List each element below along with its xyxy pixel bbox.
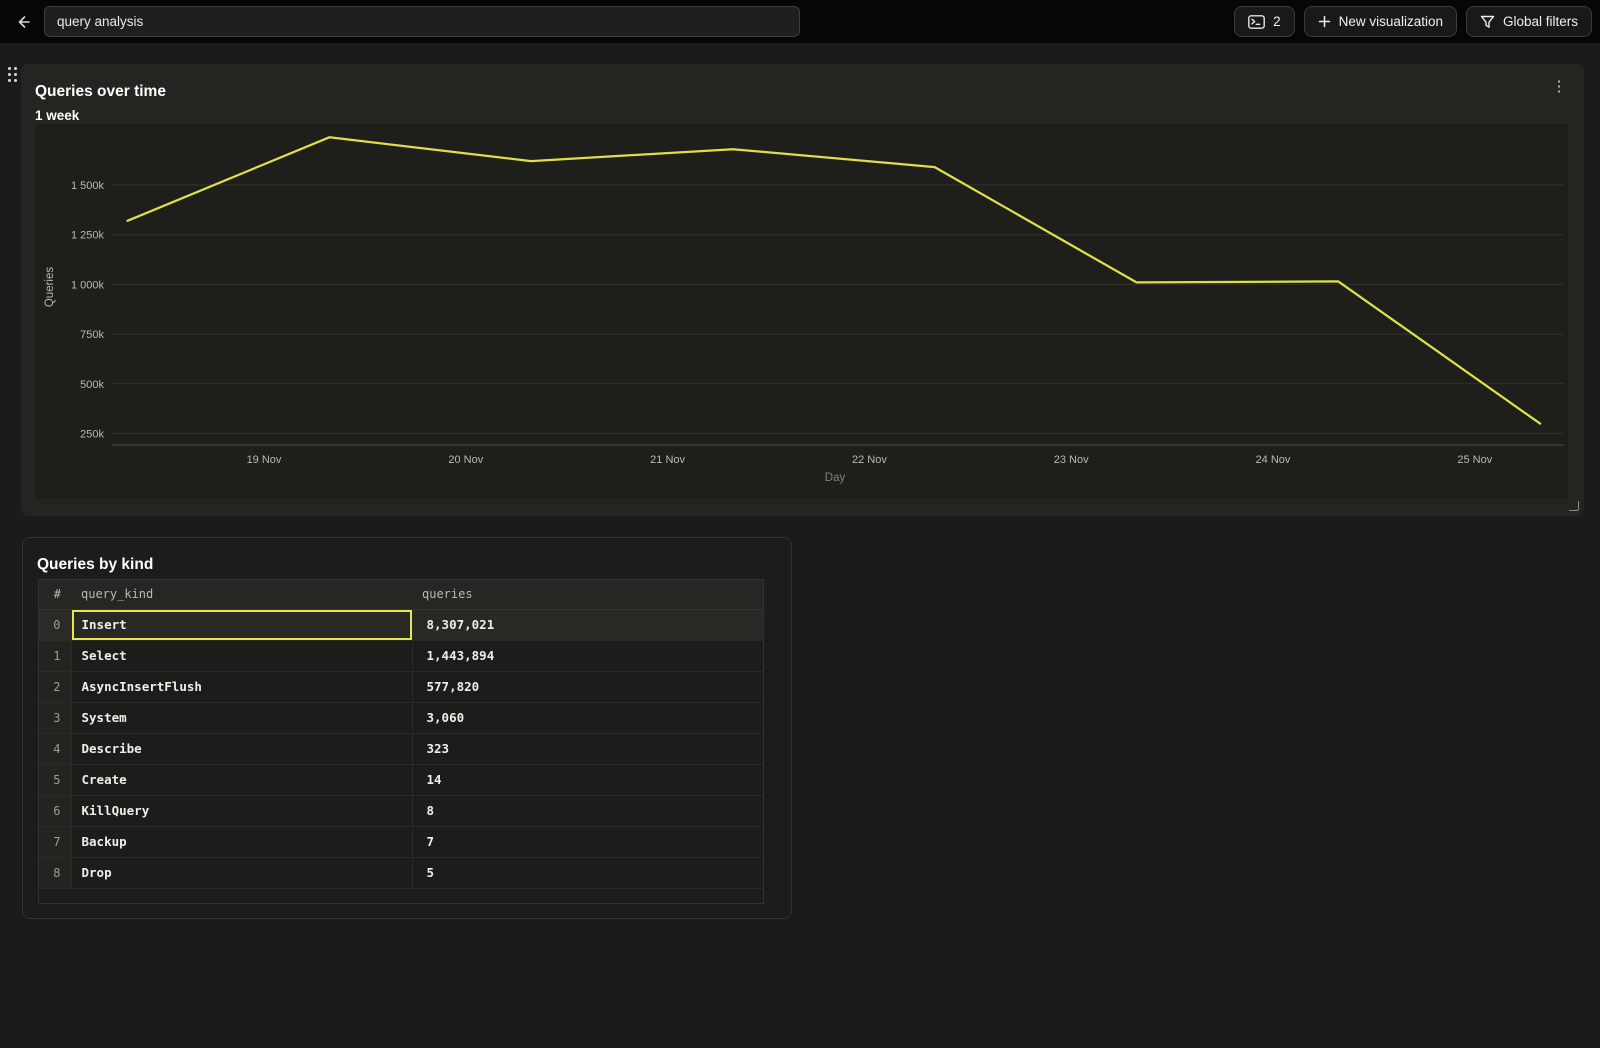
x-tick-label: 21 Nov — [650, 454, 685, 466]
panel-resize-handle[interactable] — [1569, 501, 1579, 511]
row-index-cell[interactable]: 6 — [39, 795, 72, 827]
x-tick-label: 19 Nov — [247, 454, 282, 466]
query-kind-cell[interactable]: Insert — [71, 609, 413, 641]
console-tabs-button[interactable]: 2 — [1234, 6, 1295, 37]
table-row: 6 KillQuery 8 — [39, 795, 763, 827]
y-tick-label: 250k — [80, 429, 104, 441]
query-kind-cell[interactable]: Describe — [71, 733, 413, 765]
y-tick-label: 1 000k — [71, 279, 105, 291]
queries-count-cell[interactable]: 577,820 — [412, 671, 763, 703]
query-kind-cell[interactable]: KillQuery — [71, 795, 413, 827]
queries-count-cell[interactable]: 14 — [412, 764, 763, 796]
table-row: 1 Select 1,443,894 — [39, 640, 763, 672]
row-index-cell[interactable]: 4 — [39, 733, 72, 765]
column-header-queries[interactable]: queries — [412, 580, 763, 610]
back-button[interactable] — [10, 9, 36, 35]
table-row: 2 AsyncInsertFlush 577,820 — [39, 671, 763, 703]
table-row: 8 Drop 5 — [39, 857, 763, 889]
y-tick-label: 1 250k — [71, 230, 105, 242]
x-axis-title: Day — [825, 472, 846, 484]
query-kind-cell[interactable]: Backup — [71, 826, 413, 858]
column-header-query_kind[interactable]: query_kind — [71, 580, 412, 610]
x-tick-label: 23 Nov — [1054, 454, 1089, 466]
table-row: 7 Backup 7 — [39, 826, 763, 858]
row-index-cell[interactable]: 5 — [39, 764, 72, 796]
table-row: 5 Create 14 — [39, 764, 763, 796]
topbar: 2 New visualization Global filters — [0, 0, 1600, 43]
chart-subtitle: 1 week — [35, 108, 80, 123]
global-filters-label: Global filters — [1502, 14, 1578, 29]
y-axis-title: Queries — [44, 267, 56, 308]
new-visualization-button[interactable]: New visualization — [1303, 6, 1457, 37]
y-tick-label: 750k — [80, 329, 104, 341]
queries-count-cell[interactable]: 8,307,021 — [412, 609, 763, 641]
queries-count-cell[interactable]: 7 — [412, 826, 763, 858]
query-kind-cell[interactable]: Create — [71, 764, 413, 796]
table-row: 4 Describe 323 — [39, 733, 763, 765]
queries-by-kind-table: # query_kind queries 0 Insert 8,307,021 1 Sele… — [39, 580, 763, 889]
queries-count-cell[interactable]: 5 — [412, 857, 763, 889]
queries-count-cell[interactable]: 323 — [412, 733, 763, 765]
y-tick-label: 1 500k — [71, 180, 105, 192]
queries-count-cell[interactable]: 3,060 — [412, 702, 763, 734]
table-title: Queries by kind — [37, 556, 154, 573]
queries-over-time-chart: 1 500k 1 250k 1 000k 750k 500k 250k 19 Nov 20 N… — [35, 124, 1568, 499]
query-kind-cell[interactable]: Drop — [71, 857, 413, 889]
funnel-icon — [1480, 15, 1495, 28]
row-index-cell[interactable]: 3 — [39, 702, 72, 734]
x-tick-label: 20 Nov — [448, 454, 483, 466]
y-tick-label: 500k — [80, 379, 104, 391]
line-chart-svg: 1 500k 1 250k 1 000k 750k 500k 250k 19 Nov 20 N… — [44, 136, 1564, 484]
chart-menu-kebab-icon[interactable]: ⋮ — [1551, 78, 1567, 95]
table-row: 3 System 3,060 — [39, 702, 763, 734]
row-index-cell[interactable]: 7 — [39, 826, 72, 858]
new-visualization-label: New visualization — [1338, 14, 1443, 29]
topbar-actions: 2 New visualization Global filters — [1234, 6, 1592, 37]
global-filters-button[interactable]: Global filters — [1465, 6, 1592, 37]
console-tabs-count: 2 — [1273, 14, 1281, 29]
terminal-icon — [1248, 14, 1266, 29]
queries-count-cell[interactable]: 8 — [412, 795, 763, 827]
table-row: 0 Insert 8,307,021 — [39, 609, 763, 641]
query-kind-cell[interactable]: Select — [71, 640, 413, 672]
arrow-left-icon — [18, 16, 30, 28]
column-header-index[interactable]: # — [39, 580, 71, 610]
x-tick-label: 24 Nov — [1256, 454, 1291, 466]
table-panel: Queries by kind # query_kind queries 0 Inse… — [22, 537, 792, 919]
chart-panel: Queries over time 1 week ⋮ 1 500k 1 250k 1… — [21, 64, 1584, 516]
chart-title: Queries over time — [35, 83, 166, 100]
query-kind-cell[interactable]: AsyncInsertFlush — [71, 671, 413, 703]
query-kind-cell[interactable]: System — [71, 702, 413, 734]
result-table-container: # query_kind queries 0 Insert 8,307,021 1 Sele… — [38, 579, 764, 904]
plus-icon — [1318, 15, 1330, 28]
row-index-cell[interactable]: 2 — [39, 671, 72, 703]
panel-drag-handle-icon[interactable] — [8, 67, 17, 83]
table-header-row: # query_kind queries — [39, 580, 763, 610]
x-tick-label: 22 Nov — [852, 454, 887, 466]
queries-count-cell[interactable]: 1,443,894 — [412, 640, 763, 672]
queries-series-line — [126, 136, 1542, 425]
row-index-cell[interactable]: 8 — [39, 857, 72, 889]
row-index-cell[interactable]: 1 — [39, 640, 72, 672]
dashboard-name-input[interactable] — [44, 6, 800, 37]
row-index-cell[interactable]: 0 — [39, 609, 72, 641]
x-tick-label: 25 Nov — [1457, 454, 1492, 466]
